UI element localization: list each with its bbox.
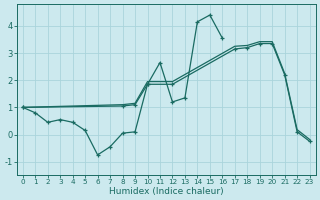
X-axis label: Humidex (Indice chaleur): Humidex (Indice chaleur) — [109, 187, 224, 196]
